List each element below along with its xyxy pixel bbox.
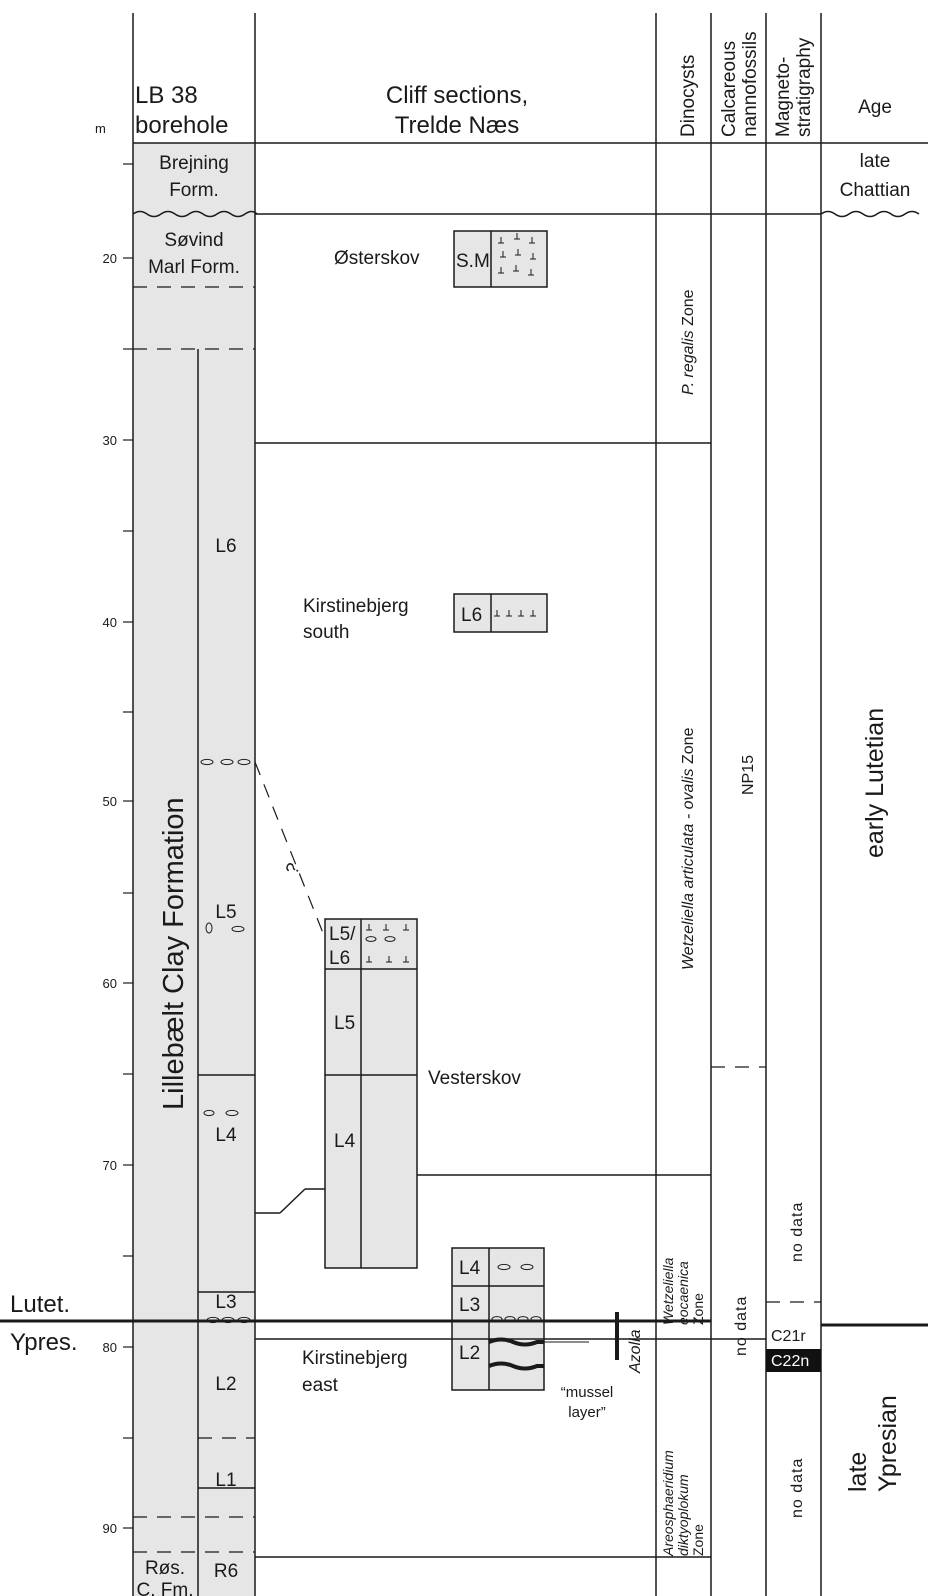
vesterskov-unit-label: L5/ xyxy=(329,924,356,945)
vesterskov-label: Vesterskov xyxy=(428,1068,521,1089)
nannofossils-no-data-label: no data xyxy=(733,1296,750,1356)
borehole-header: LB 38 xyxy=(135,82,198,109)
mussel-layer-label: layer” xyxy=(568,1404,606,1421)
vesterskov-unit-label: L4 xyxy=(334,1131,356,1152)
c22n-chron-box xyxy=(766,1349,821,1372)
borehole-header: borehole xyxy=(135,112,228,139)
kirstinebjerg-south-label: south xyxy=(303,622,349,643)
areosphaeridium-zone-label: Areosphaeridium xyxy=(660,1450,676,1557)
sovind-formation-label: Marl Form. xyxy=(148,257,240,278)
c22n-label: C22n xyxy=(771,1353,809,1370)
kirstinebjerg-south-box xyxy=(453,593,548,633)
late-ypresian-label: Ypresian xyxy=(874,1395,902,1492)
kirstinebjerg-east-unit-label: L4 xyxy=(459,1258,481,1279)
age-header: Age xyxy=(858,97,892,118)
depth-tick-label: 60 xyxy=(103,976,117,991)
magneto-no-data-upper-label: no data xyxy=(789,1202,806,1262)
lutetian-boundary-label: Lutet. xyxy=(10,1291,70,1318)
borehole-unit-label: L4 xyxy=(215,1125,237,1146)
column-lines xyxy=(132,13,822,1596)
lillebaelt-clay-formation-label: Lillebælt Clay Formation xyxy=(158,797,190,1110)
late-ypresian-label: late xyxy=(844,1452,872,1492)
dinocysts-header: Dinocysts xyxy=(678,55,699,137)
magnetostratigraphy-header: stratigraphy xyxy=(794,37,815,137)
mussel-layer-label: “mussel xyxy=(561,1384,614,1401)
concretion-symbols xyxy=(200,758,251,1324)
rosnaes-formation-label: Røs. xyxy=(145,1558,185,1579)
ypresian-boundary-label: Ypres. xyxy=(10,1329,78,1356)
dashed-lines xyxy=(133,286,821,1553)
vesterskov-box xyxy=(324,918,418,1269)
vesterskov-symbols xyxy=(365,924,409,963)
marl-symbols xyxy=(498,233,536,276)
rosnaes-formation-label: C. Fm. xyxy=(137,1580,194,1596)
kirstinebjerg-south-label: Kirstinebjerg xyxy=(303,596,409,617)
marl-symbols-south xyxy=(494,610,536,617)
osterskov-label: Østerskov xyxy=(334,248,420,269)
magnetostratigraphy-header: Magneto- xyxy=(773,57,794,137)
borehole-unit-label: L5 xyxy=(215,902,236,923)
depth-tick-label: 50 xyxy=(103,794,117,809)
kirstinebjerg-east-label: Kirstinebjerg xyxy=(302,1348,408,1369)
vesterskov-unit-label: L6 xyxy=(329,948,350,969)
depth-tick-label: 30 xyxy=(103,433,117,448)
stage-boundary-line xyxy=(0,1319,928,1327)
nannofossils-header: nannofossils xyxy=(740,31,761,137)
kirstinebjerg-east-label: east xyxy=(302,1375,339,1396)
kirstinebjerg-south-unit-label: L6 xyxy=(461,605,482,626)
depth-unit-label: m xyxy=(95,121,106,136)
c21r-label: C21r xyxy=(771,1328,806,1345)
kirstinebjerg-east-unit-label: L3 xyxy=(459,1295,480,1316)
depth-ticks xyxy=(123,163,133,1529)
borehole-unit-label: R6 xyxy=(214,1561,238,1582)
depth-tick-label: 80 xyxy=(103,1340,117,1355)
areosphaeridium-zone-label: diktyoplokum xyxy=(675,1474,691,1556)
kirstinebjerg-east-unit-label: L2 xyxy=(459,1343,480,1364)
osterskov-unit-label: S.M xyxy=(456,251,490,272)
borehole-unit-label: L6 xyxy=(215,536,236,557)
depth-tick-label: 90 xyxy=(103,1521,117,1536)
regalis-zone-label: P. regalis Zone xyxy=(680,289,697,395)
sovind-formation-label: Søvind xyxy=(164,230,223,251)
nannofossils-header: Calcareous xyxy=(719,41,740,137)
kirstinebjerg-east-symbols xyxy=(488,1263,544,1371)
early-lutetian-label: early Lutetian xyxy=(861,708,889,858)
eocaenica-zone-label: eocaenica xyxy=(675,1261,691,1325)
eocaenica-zone-label: Wetzeliella xyxy=(660,1257,676,1325)
brejning-formation-label: Brejning xyxy=(159,153,229,174)
brejning-formation-label: Form. xyxy=(169,180,219,201)
correlation-question-mark: ? xyxy=(282,860,304,877)
borehole-unit-label: L1 xyxy=(215,1470,236,1491)
eocaenica-zone-label: Zone xyxy=(690,1293,706,1325)
borehole-unit-label: L2 xyxy=(215,1374,236,1395)
depth-tick-label: 40 xyxy=(103,615,117,630)
areosphaeridium-zone-label: Zone xyxy=(690,1524,706,1556)
wetzeliella-articulata-zone-label: Wetzeliella articulata - ovalis Zone xyxy=(680,727,697,970)
azolla-label: Azolla xyxy=(627,1329,644,1374)
depth-tick-label: 20 xyxy=(103,251,117,266)
depth-tick-label: 70 xyxy=(103,1158,117,1173)
borehole-fill xyxy=(133,143,255,1596)
unconformity-lines xyxy=(132,210,920,218)
borehole-unit-label: L3 xyxy=(215,1292,236,1313)
cliff-sections-header: Cliff sections, xyxy=(386,82,528,109)
np15-label: NP15 xyxy=(740,755,757,795)
magneto-no-data-lower-label: no data xyxy=(789,1458,806,1518)
vesterskov-unit-label: L5 xyxy=(334,1013,355,1034)
late-chattian-label: Chattian xyxy=(840,180,911,201)
late-chattian-label: late xyxy=(860,151,891,172)
cliff-sections-header: Trelde Næs xyxy=(395,112,519,139)
